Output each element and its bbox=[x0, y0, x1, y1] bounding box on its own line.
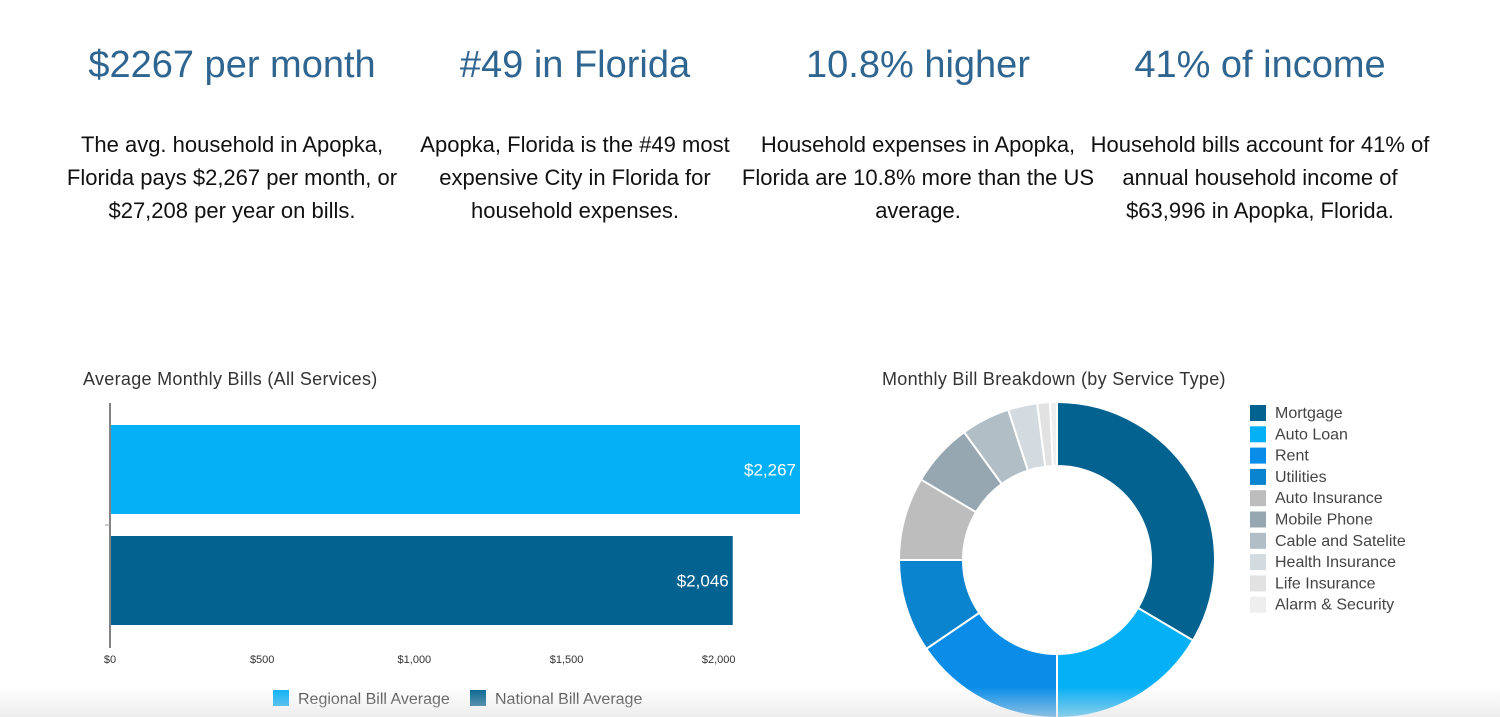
stat-headline: #49 in Florida bbox=[459, 44, 691, 86]
legend-swatch bbox=[1250, 490, 1266, 507]
bar-value-label: $2,267 bbox=[744, 461, 796, 480]
legend-label: Cable and Satelite bbox=[1275, 533, 1406, 550]
stat-headline: 10.8% higher bbox=[806, 44, 1030, 86]
legend-label: Mortgage bbox=[1275, 405, 1343, 422]
donut-slice bbox=[1049, 400, 1058, 468]
donut-chart-title: Monthly Bill Breakdown (by Service Type) bbox=[882, 369, 1226, 389]
legend-label: Alarm & Security bbox=[1275, 597, 1394, 614]
legend-label: Life Insurance bbox=[1275, 575, 1376, 592]
stat-headline: 41% of income bbox=[1134, 44, 1386, 86]
stats-row: $2267 per month The avg. household in Ap… bbox=[0, 0, 1500, 300]
legend-label: Mobile Phone bbox=[1275, 512, 1373, 529]
legend-label: Auto Insurance bbox=[1275, 490, 1383, 507]
stat-description: Apopka, Florida is the #49 most expensiv… bbox=[420, 132, 730, 223]
legend-swatch bbox=[1250, 596, 1266, 613]
donut-slice bbox=[1056, 400, 1216, 642]
bar-regional bbox=[111, 425, 800, 514]
x-tick-label: $1,500 bbox=[550, 654, 584, 666]
bar-value-label: $2,046 bbox=[677, 572, 729, 591]
legend-swatch bbox=[1250, 554, 1266, 571]
legend-label: Rent bbox=[1275, 448, 1309, 465]
bar-national bbox=[111, 536, 733, 625]
stat-state-rank: #49 in Florida Apopka, Florida is the #4… bbox=[395, 40, 755, 227]
legend-swatch bbox=[1250, 447, 1266, 464]
stat-income-share: 41% of income Household bills account fo… bbox=[1080, 40, 1440, 227]
stat-description: The avg. household in Apopka, Florida pa… bbox=[66, 132, 398, 223]
legend-swatch bbox=[1250, 468, 1266, 485]
x-tick-label: $0 bbox=[104, 654, 116, 666]
x-tick-label: $500 bbox=[250, 654, 274, 666]
legend-swatch bbox=[1250, 511, 1266, 528]
stat-description: Household expenses in Apopka, Florida ar… bbox=[741, 132, 1095, 223]
stat-description: Household bills account for 41% of annua… bbox=[1090, 132, 1430, 223]
bar-chart-title: Average Monthly Bills (All Services) bbox=[83, 369, 378, 389]
legend-label: Health Insurance bbox=[1275, 554, 1396, 571]
x-tick-label: $2,000 bbox=[702, 654, 736, 666]
legend-swatch bbox=[1250, 575, 1266, 592]
stat-monthly-cost: $2267 per month The avg. household in Ap… bbox=[52, 40, 412, 227]
stat-vs-us-average: 10.8% higher Household expenses in Apopk… bbox=[738, 40, 1098, 227]
legend-label: Utilities bbox=[1275, 469, 1327, 486]
stat-headline: $2267 per month bbox=[88, 44, 376, 86]
legend-swatch bbox=[1250, 405, 1266, 421]
x-tick-label: $1,000 bbox=[398, 654, 432, 666]
legend-swatch bbox=[1250, 532, 1266, 549]
legend-label: Auto Loan bbox=[1275, 426, 1348, 443]
legend-swatch bbox=[1250, 426, 1266, 443]
